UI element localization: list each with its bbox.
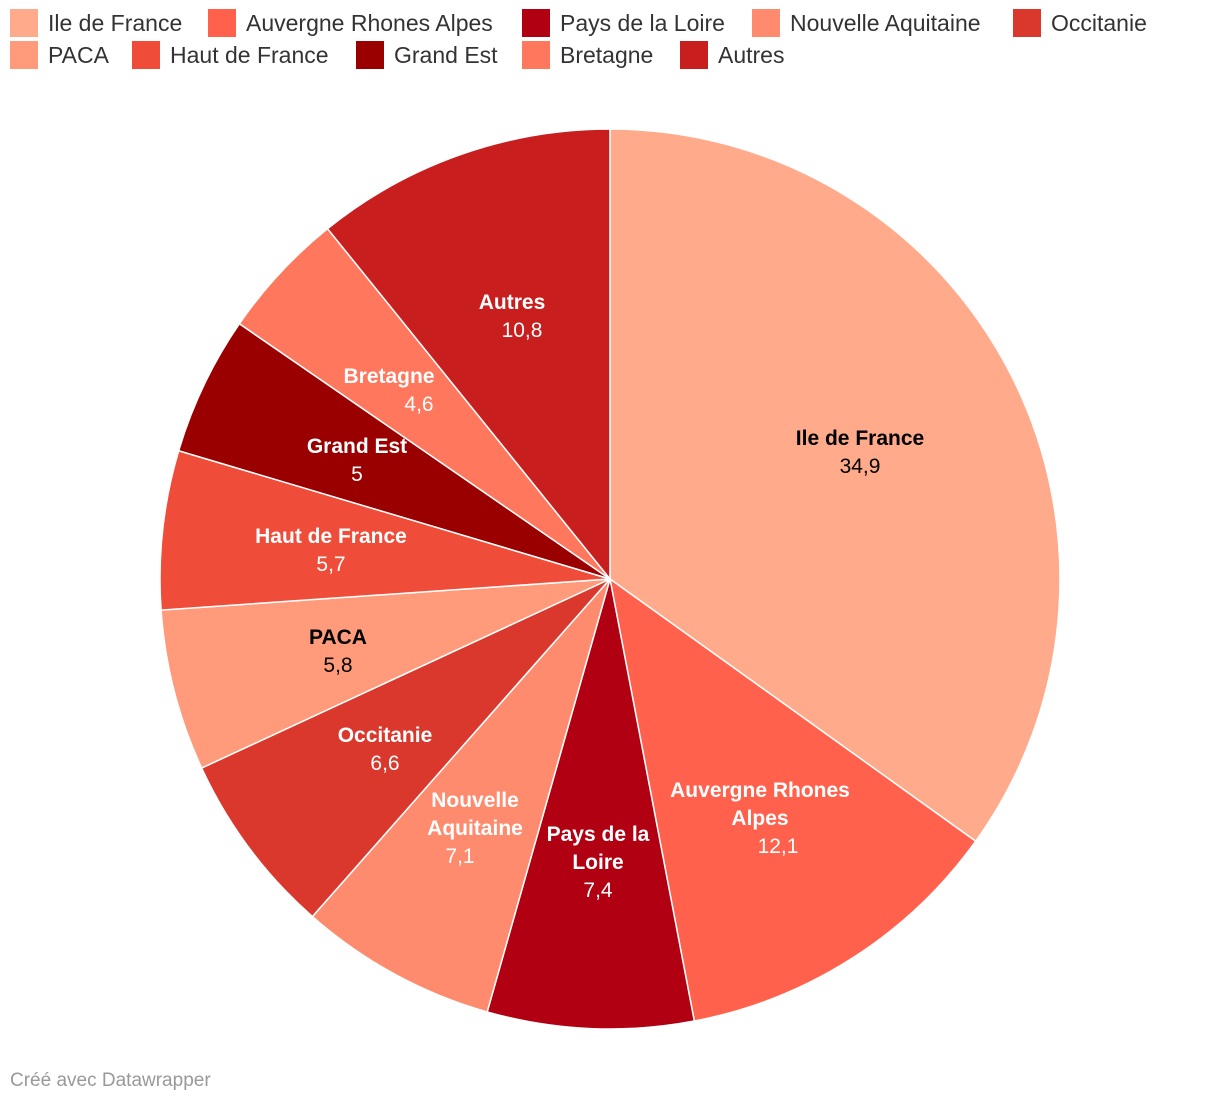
slice-label-group: Nouvelle Aquitaine 7,1 [427, 789, 523, 868]
pie-slices [159, 128, 1061, 1030]
legend-swatch [752, 9, 780, 37]
legend-row: PACA Haut de France Grand Est Bretagne Autre… [10, 39, 1210, 71]
legend-item: Haut de France [132, 39, 329, 71]
legend-swatch [10, 9, 38, 37]
legend-label: Bretagne [560, 41, 654, 68]
chart-legend: Ile de France Auvergne Rhones Alpes Pays d… [10, 7, 1210, 71]
slice-label-group: Haut de France 5,7 [255, 525, 407, 576]
slice-name-label: Grand Est [307, 435, 407, 458]
legend-item: Ile de France [10, 7, 182, 39]
pie-slice-autres[interactable] [326, 128, 611, 582]
pie-slice-ile-de-france[interactable] [609, 128, 1061, 843]
legend-label: Autres [718, 41, 785, 68]
legend-item: Auvergne Rhones Alpes [208, 7, 493, 39]
legend-item: PACA [10, 39, 109, 71]
slice-value-label: 10,8 [502, 319, 543, 342]
legend-swatch [680, 41, 708, 69]
legend-label: Nouvelle Aquitaine [790, 9, 981, 36]
slice-value-label: 4,6 [404, 393, 433, 416]
legend-label: Pays de la Loire [560, 9, 725, 36]
slice-name-label: Ile de France [796, 427, 924, 450]
slice-value-label: 7,1 [445, 845, 474, 868]
legend-item: Pays de la Loire [522, 7, 725, 39]
legend-swatch [356, 41, 384, 69]
legend-swatch [10, 41, 38, 69]
slice-label-group: Autres 10,8 [479, 291, 546, 342]
slice-label-group: Pays de la Loire 7,4 [547, 823, 650, 902]
pie-chart: Ile de France 34,9 Auvergne Rhones Alpes 12,… [159, 128, 1061, 1030]
legend-swatch [522, 41, 550, 69]
pie-labels: Ile de France 34,9 Auvergne Rhones Alpes 12,… [255, 291, 924, 902]
legend-item: Grand Est [356, 39, 498, 71]
legend-label: Occitanie [1051, 9, 1147, 36]
pie-slice-haut-de-france[interactable] [159, 449, 611, 611]
legend-swatch [522, 9, 550, 37]
slice-label-group: PACA 5,8 [309, 626, 367, 677]
slice-name-label: Bretagne [343, 365, 434, 388]
pie-slice-pays-de-la-loire[interactable] [486, 578, 696, 1030]
slice-label-group: Grand Est 5 [307, 435, 407, 486]
legend-label: Haut de France [170, 41, 329, 68]
legend-item: Bretagne [522, 39, 653, 71]
legend-label: Auvergne Rhones Alpes [246, 9, 493, 36]
slice-label-group: Auvergne Rhones Alpes 12,1 [670, 779, 850, 858]
pie-slice-occitanie[interactable] [200, 578, 611, 918]
legend-item: Occitanie [1013, 7, 1147, 39]
slice-label-group: Bretagne 4,6 [343, 365, 434, 416]
slice-name-label: Haut de France [255, 525, 407, 548]
legend-label: PACA [48, 41, 109, 68]
legend-item: Autres [680, 39, 784, 71]
slice-name-label: PACA [309, 626, 367, 649]
slice-value-label: 12,1 [758, 835, 799, 858]
slice-value-label: 6,6 [370, 752, 399, 775]
legend-row: Ile de France Auvergne Rhones Alpes Pays d… [10, 7, 1210, 39]
legend-swatch [132, 41, 160, 69]
pie-slice-nouvelle-aquitaine[interactable] [311, 578, 611, 1013]
slice-name-label: Autres [479, 291, 546, 314]
pie-slice-auvergne-rhones-alpes[interactable] [608, 577, 977, 1022]
legend-swatch [1013, 9, 1041, 37]
slice-value-label: 5,7 [316, 553, 345, 576]
slice-value-label: 7,4 [583, 879, 613, 902]
legend-item: Nouvelle Aquitaine [752, 7, 981, 39]
slice-name-label: Nouvelle Aquitaine [427, 789, 523, 840]
slice-name-label: Occitanie [338, 724, 433, 747]
legend-swatch [208, 9, 236, 37]
slice-value-label: 34,9 [840, 455, 881, 478]
slice-label-group: Ile de France 34,9 [796, 427, 924, 478]
slice-label-group: Occitanie 6,6 [338, 724, 433, 775]
slice-value-label: 5 [351, 463, 363, 486]
datawrapper-credit[interactable]: Créé avec Datawrapper [10, 1070, 211, 1091]
slice-name-label: Auvergne Rhones Alpes [670, 779, 850, 830]
legend-label: Grand Est [394, 41, 498, 68]
pie-slice-paca[interactable] [160, 578, 611, 770]
slice-value-label: 5,8 [323, 654, 352, 677]
slice-name-label: Pays de la Loire [547, 823, 650, 874]
legend-label: Ile de France [48, 9, 183, 36]
